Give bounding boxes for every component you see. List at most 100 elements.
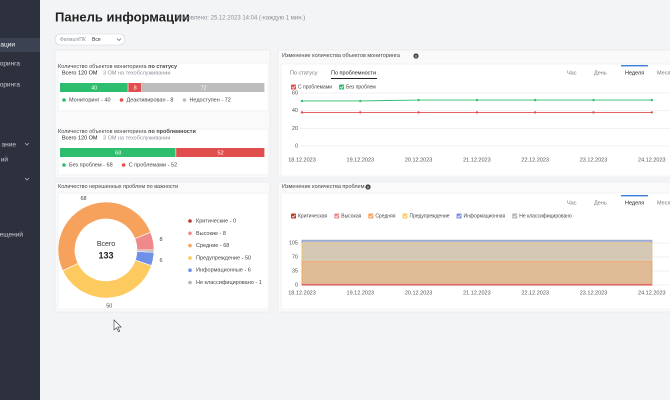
bar-label: 72 [200,85,206,91]
point [592,111,595,114]
period-tab[interactable]: Месяц [657,70,670,76]
bar-segment [176,148,265,157]
legend-dot [188,231,192,236]
text-part: по статусу [148,64,178,70]
period-indicator [621,65,648,67]
legend-dot [121,163,126,167]
text-part: Количество объектов мониторинга [58,129,148,135]
period-tab[interactable]: День [594,200,607,206]
x-tick-label: 19.12.2023 [347,157,375,163]
legend-label: Без проблем - 68 [69,162,113,168]
bar-segment [128,83,142,92]
y-tick-label: 20 [292,126,298,132]
bar-segment [60,148,176,157]
center-label: Всего [97,241,115,248]
updated: Обновлено: 25.12.2023 14:04 (-каждую 1 м… [176,16,305,22]
legend-dot [188,243,192,248]
x-tick-label: 21.12.2023 [463,290,491,296]
legend-checkbox[interactable] [339,84,345,90]
sidebar-item: оринга [0,82,20,89]
slice-label: 6 [159,258,162,264]
x-tick-label: 24.12.2023 [638,290,666,296]
bar-label: 68 [115,150,121,156]
check [291,214,296,218]
x-tick-label: 18.12.2023 [288,290,316,296]
view-tab[interactable]: По проблемности [331,70,376,76]
center-value: 133 [98,250,113,260]
legend-checkbox[interactable] [368,213,374,219]
legend-dot [188,268,192,273]
legend-dot [182,98,187,102]
legend-label: Без проблем [346,84,376,90]
point [534,98,537,102]
legend-label: Деактивирован - 8 [127,97,174,103]
text-part: Изменение количества проблем [282,184,365,190]
check [403,214,408,218]
x-tick-label: 23.12.2023 [580,290,608,296]
x-tick-label: 20.12.2023 [405,290,433,296]
point [359,111,362,114]
point [534,111,537,114]
legend-label: Критические - 0 [196,218,236,224]
point [359,99,362,103]
legend-label: Высокая [341,213,361,219]
cursor [113,319,122,333]
y-tick-label: 60 [292,90,298,96]
legend-dot [119,98,124,102]
panel-title: Количество объектов мониторинга по пробл… [58,128,196,135]
info-icon[interactable] [365,184,371,190]
slice-label: 68 [80,196,86,202]
point [475,98,479,102]
filter-value: Все [92,37,101,43]
panel-title: Изменение количества проблем [282,184,365,190]
y-tick-label: 0 [295,143,298,149]
point [475,111,479,114]
x-tick-label: 22.12.2023 [521,157,549,163]
view-tab[interactable]: По статусу [290,70,318,76]
legend-label: Мониторинг - 40 [69,97,111,103]
legend-label: С проблемами [298,84,332,90]
maintenance-note: 3 ОМ на техобслуживании [103,70,170,76]
period-tab[interactable]: Месяц [657,200,670,206]
filter-pill[interactable] [54,33,126,46]
x-tick-label: 22.12.2023 [521,290,549,296]
legend-dot [188,219,192,223]
info-icon[interactable] [413,53,419,59]
period-tab[interactable]: Час [567,200,577,206]
filter-label: Филиал/ПК [60,37,86,43]
check [512,214,517,218]
panel-title: Количество нерешенных проблем по важност… [58,184,178,190]
legend-checkbox[interactable] [291,213,296,219]
period-tab[interactable]: Час [567,70,577,76]
legend-label: Средние - 68 [196,243,229,249]
check [335,214,339,218]
sidebar-item: оринга [0,61,20,68]
y-tick-label: 0 [295,282,298,288]
legend-checkbox[interactable] [456,213,462,219]
legend-label: Высокие - 8 [196,231,226,237]
text-part: Количество нерешенных проблем по важност… [58,184,178,190]
point [417,98,420,102]
legend-checkbox[interactable] [512,213,518,219]
bar-label: 52 [218,150,224,156]
point [592,98,595,102]
card [280,63,670,177]
area [301,261,653,286]
legend-label: Предупреждение [409,213,449,219]
legend-checkbox[interactable] [402,213,408,219]
card [280,192,670,310]
total: Всего 120 ОМ [62,70,98,76]
panel-title: Изменение количества объектов мониторинг… [282,53,401,59]
check [339,85,344,89]
period-tab[interactable]: Неделя [625,200,644,206]
legend-label: Критическая [298,213,328,219]
chevrons [24,142,30,181]
sidebar-item: ий [1,156,9,164]
period-tab[interactable]: День [594,70,607,76]
legend-checkbox[interactable] [291,84,296,90]
period-tab[interactable]: Неделя [625,70,644,76]
legend-label: Информационная [464,213,506,219]
y-tick-label: 105 [289,240,298,246]
legend-checkbox[interactable] [334,213,340,219]
